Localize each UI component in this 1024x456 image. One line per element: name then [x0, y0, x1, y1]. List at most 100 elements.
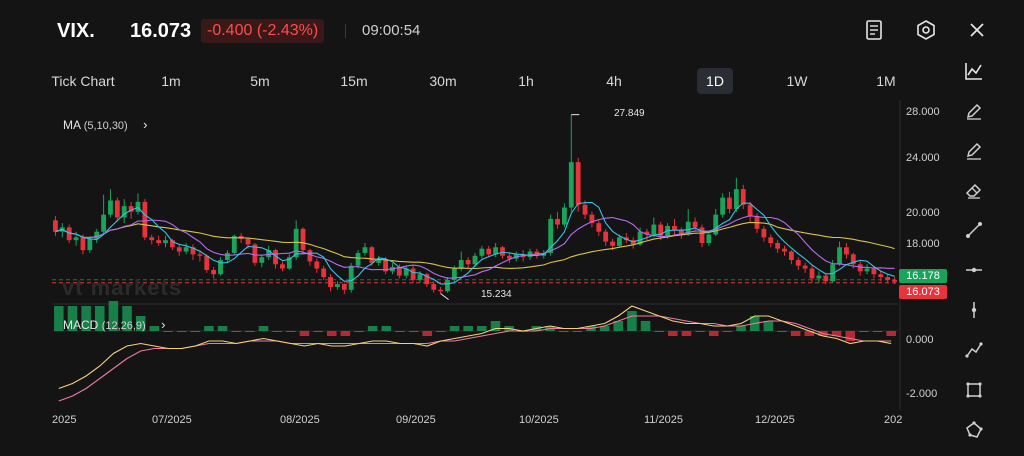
candle-body [94, 231, 100, 239]
macd-histogram-bar [299, 331, 310, 336]
chevron-right-icon[interactable]: › [143, 117, 148, 132]
candle-body [73, 237, 79, 241]
candle-body [163, 240, 168, 244]
candle-body [809, 268, 815, 279]
notebook-icon[interactable] [860, 16, 888, 44]
polyline-icon[interactable] [958, 334, 990, 366]
candle-body [871, 268, 877, 275]
candle-body [644, 231, 650, 235]
macd-histogram-bar [668, 331, 678, 336]
line-chart-icon[interactable] [958, 55, 990, 87]
tab-1d[interactable]: 1D [697, 68, 733, 94]
settings-icon[interactable] [912, 16, 940, 44]
close-icon[interactable] [963, 16, 991, 44]
trend-line-icon[interactable] [958, 214, 990, 246]
candle-body [341, 284, 347, 290]
candle-body [878, 274, 884, 278]
candle-body [204, 255, 210, 270]
macd-histogram-bar [872, 331, 883, 332]
candle-body [637, 231, 643, 245]
rectangle-icon[interactable] [958, 374, 990, 406]
candle-body [156, 240, 162, 244]
candle-body [713, 214, 719, 235]
candle-body [80, 237, 86, 251]
macd-histogram-bar [722, 331, 733, 332]
candle-body [218, 260, 223, 275]
pencil-icon[interactable] [958, 135, 990, 167]
macd-histogram-bar [286, 331, 296, 332]
candle-body [438, 289, 444, 292]
time-axis-label: 2025 [52, 414, 77, 426]
candle-body [720, 197, 726, 215]
tab-tick-chart[interactable]: Tick Chart [51, 73, 115, 89]
tab-15m[interactable]: 15m [340, 73, 368, 89]
time-axis-label: 08/2025 [280, 414, 320, 426]
candle-body [293, 228, 299, 258]
candle-body [396, 267, 402, 276]
horizontal-line-icon[interactable] [958, 254, 990, 286]
candle-body [506, 255, 512, 259]
candle-body [101, 214, 106, 232]
tab-4h[interactable]: 4h [606, 73, 622, 89]
candle-body [431, 284, 437, 290]
candle-body [617, 237, 622, 246]
candle-body [802, 265, 808, 269]
tab-1mo[interactable]: 1M [876, 73, 896, 89]
chevron-right-icon[interactable]: › [161, 317, 166, 332]
macd-histogram-bar [613, 321, 624, 331]
macd-histogram-bar [436, 331, 446, 332]
macd-histogram-bar [326, 331, 337, 336]
macd-histogram-bar [654, 331, 664, 332]
macd-histogram-bar [54, 306, 64, 331]
tab-1h[interactable]: 1h [518, 73, 534, 89]
macd-histogram-bar [572, 331, 583, 332]
candle-body [458, 260, 464, 269]
candle-body [486, 248, 492, 255]
candle-body [169, 240, 175, 248]
tab-30m[interactable]: 30m [429, 73, 457, 89]
candle-body [259, 257, 265, 263]
macd-params: (12,26,9) [101, 320, 146, 332]
macd-histogram-bar [463, 326, 473, 331]
eraser-icon[interactable] [958, 174, 990, 206]
price-axis-label: 28.000 [906, 106, 940, 118]
candle-body [149, 237, 155, 241]
tab-5m[interactable]: 5m [250, 73, 270, 89]
candle-body [500, 247, 505, 256]
tab-1w[interactable]: 1W [786, 73, 808, 89]
ma-indicator-label[interactable]: MA (5,10,30) › [63, 117, 147, 132]
candle-body [403, 268, 409, 276]
price-change-badge: -0.400 (-2.43%) [201, 19, 325, 43]
candle-body [892, 279, 897, 282]
macd-histogram-bar [163, 331, 173, 332]
candle-body [699, 227, 705, 244]
macd-line [58, 305, 892, 390]
candle-body [280, 264, 285, 269]
candle-body [424, 274, 430, 285]
macd-histogram-bar [640, 321, 651, 331]
price-axis-label: 20.000 [906, 207, 940, 219]
candle-body [761, 228, 767, 238]
macd-histogram-bar [135, 316, 146, 331]
shape-icon[interactable] [958, 414, 990, 446]
candle-body [727, 197, 732, 209]
macd-histogram-bar [408, 331, 419, 332]
macd-histogram-bar [422, 331, 433, 336]
macd-indicator-label[interactable]: MACD (12,26,9) › [63, 317, 165, 332]
candle-body [410, 268, 416, 280]
pencil-icon[interactable] [958, 95, 990, 127]
macd-histogram-bar [122, 306, 132, 331]
tab-1m[interactable]: 1m [161, 73, 181, 89]
time-axis-label: 11/2025 [644, 414, 683, 426]
candle-body [286, 257, 292, 269]
candle-body [465, 260, 471, 265]
macd-histogram-bar [94, 306, 105, 331]
vertical-line-icon[interactable] [958, 294, 990, 326]
macd-histogram-bar [395, 331, 405, 332]
candle-body [493, 247, 499, 255]
candle-body [273, 250, 278, 265]
macd-histogram-bar [558, 331, 569, 332]
candle-body [788, 251, 794, 261]
macd-histogram-bar [831, 331, 842, 336]
